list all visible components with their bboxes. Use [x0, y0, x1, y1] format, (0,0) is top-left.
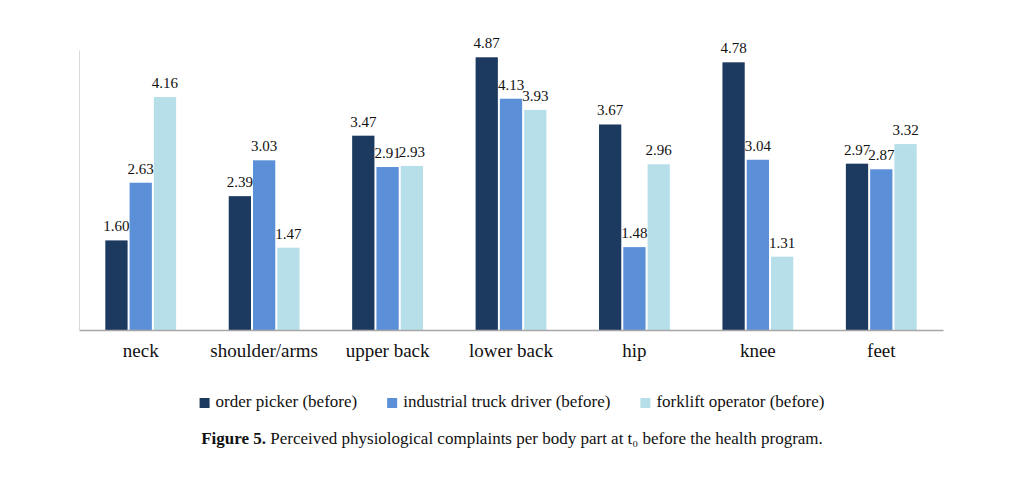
bar [229, 196, 251, 330]
x-tick: shoulder/arms [210, 330, 318, 361]
x-tick: upper back [346, 330, 430, 361]
data-label: 2.87 [868, 147, 895, 163]
x-tick-label: hip [622, 340, 646, 361]
data-label: 4.13 [498, 77, 524, 93]
bar [476, 57, 498, 330]
data-label: 1.31 [769, 235, 795, 251]
x-tick-label: neck [123, 340, 159, 361]
title-part: Perceived physiological complaints per b… [266, 429, 823, 448]
title-part: Figure 5. [201, 429, 266, 448]
bar [105, 240, 127, 330]
bar [154, 97, 176, 330]
bar [722, 62, 744, 330]
bar [894, 144, 916, 330]
bars [105, 57, 916, 330]
legend-swatch [640, 398, 650, 408]
bar [623, 247, 645, 330]
data-label: 2.97 [844, 142, 871, 158]
legend: order picker (before) industrial truck dr… [200, 392, 825, 411]
data-label: 1.48 [621, 225, 647, 241]
data-label: 2.91 [374, 145, 400, 161]
legend-swatch [387, 398, 397, 408]
data-label: 3.03 [251, 138, 277, 154]
data-label: 3.32 [892, 122, 918, 138]
chart: 1.60 2.39 3.47 4.87 3.67 4.78 2.97 2.63 3.03 2.91… [0, 0, 1024, 489]
bar [376, 167, 398, 330]
legend-item: industrial truck driver (before) [387, 392, 610, 411]
x-tick-label: shoulder/arms [210, 340, 318, 361]
data-label: 3.47 [350, 114, 377, 130]
bar [771, 257, 793, 330]
x-tick-label: knee [740, 340, 776, 361]
data-label: 2.93 [399, 144, 425, 160]
data-label: 2.96 [646, 142, 673, 158]
bar [352, 136, 374, 330]
bar [401, 166, 423, 330]
legend-label: forklift operator (before) [656, 392, 824, 411]
data-label: 4.16 [152, 75, 179, 91]
bar [500, 99, 522, 330]
x-tick: neck [123, 330, 159, 361]
x-tick: feet [867, 330, 896, 361]
data-label: 3.67 [597, 102, 624, 118]
legend-item: forklift operator (before) [640, 392, 824, 411]
legend-label: industrial truck driver (before) [403, 392, 610, 411]
y-axis [79, 51, 80, 331]
title: Figure 5. Perceived physiological compla… [201, 429, 823, 448]
x-tick: lower back [469, 330, 553, 361]
data-labels: 1.60 2.39 3.47 4.87 3.67 4.78 2.97 2.63 3.03 2.91… [103, 35, 918, 250]
data-label: 4.87 [474, 35, 501, 51]
bar [870, 169, 892, 330]
x-tick-label: feet [867, 340, 896, 361]
data-label: 3.93 [522, 88, 548, 104]
x-tick-label: upper back [346, 340, 430, 361]
y-axis-line [79, 51, 80, 331]
bar [747, 160, 769, 330]
bar [648, 164, 670, 330]
x-axis: neck shoulder/arms upper back lower back hip… [80, 330, 944, 361]
x-tick: hip [622, 330, 646, 361]
x-axis-line [80, 330, 944, 331]
bar [846, 164, 868, 330]
data-label: 2.63 [128, 161, 154, 177]
legend-item: order picker (before) [200, 392, 358, 411]
legend-swatch [200, 398, 210, 408]
data-label: 1.60 [103, 218, 129, 234]
legend-label: order picker (before) [216, 392, 358, 411]
data-label: 3.04 [745, 138, 772, 154]
bar [130, 183, 152, 330]
x-tick: knee [740, 330, 776, 361]
data-label: 4.78 [720, 40, 746, 56]
bar [524, 110, 546, 330]
data-label: 1.47 [275, 226, 302, 242]
bar [253, 160, 275, 330]
bar [277, 248, 299, 330]
x-tick-label: lower back [469, 340, 553, 361]
data-label: 2.39 [227, 174, 253, 190]
bar [599, 124, 621, 330]
